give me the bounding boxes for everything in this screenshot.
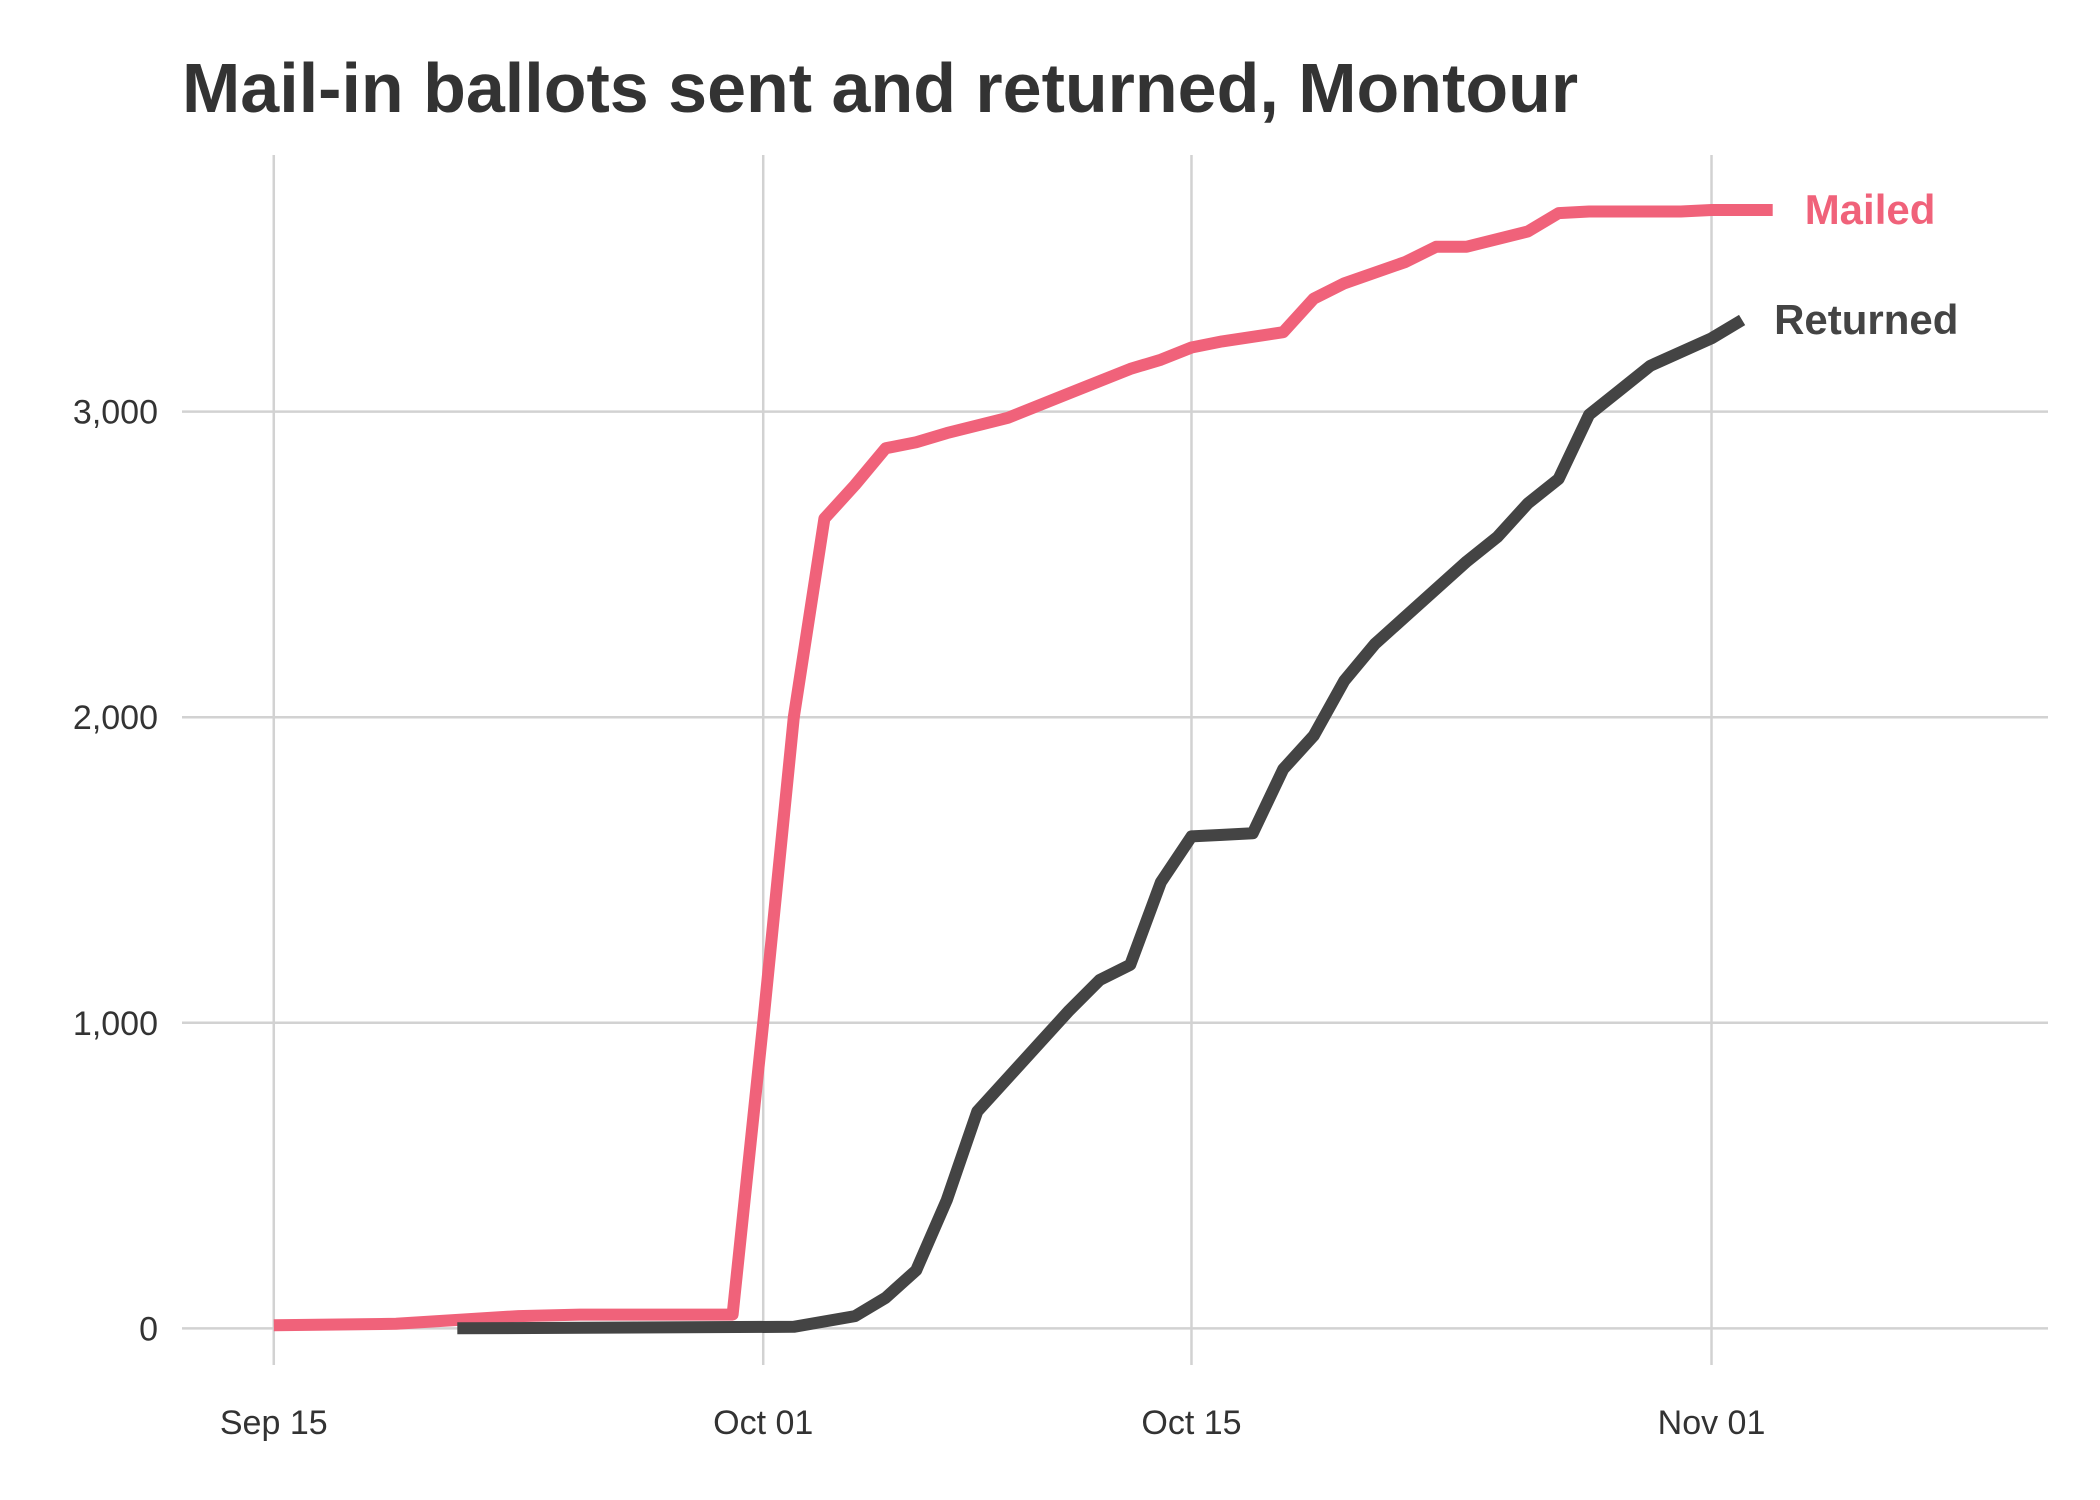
axis-tick-labels: 0 1,000 2,000 3,000 Sep 15 Oct 01 Oct 15 Nov 01	[73, 394, 1765, 1442]
series-line-returned	[457, 314, 1746, 1335]
y-tick-label: 1,000	[73, 1005, 158, 1043]
grid-lines	[182, 155, 2048, 1365]
x-tick-label: Sep 15	[220, 1404, 328, 1442]
y-tick-label: 3,000	[73, 394, 158, 432]
y-tick-label: 2,000	[73, 699, 158, 737]
series-line-mailed	[273, 204, 1773, 1332]
series-end-labels: Mailed Returned	[1774, 186, 1958, 343]
chart-title: Mail-in ballots sent and returned, Monto…	[182, 49, 1579, 127]
series-lines	[273, 204, 1773, 1335]
x-tick-label: Oct 15	[1141, 1404, 1241, 1442]
series-label-mailed: Mailed	[1805, 186, 1936, 233]
y-tick-label: 0	[139, 1310, 158, 1348]
series-label-returned: Returned	[1774, 296, 1958, 343]
x-tick-label: Nov 01	[1658, 1404, 1766, 1442]
x-tick-label: Oct 01	[713, 1404, 813, 1442]
